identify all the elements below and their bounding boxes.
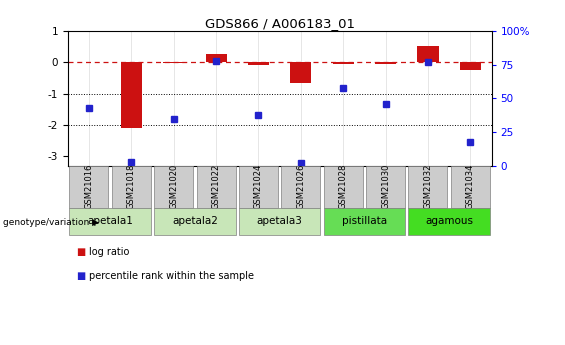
Text: pistillata: pistillata [342,216,387,226]
Bar [112,166,151,208]
Bar [248,62,269,65]
Bar [408,166,447,208]
Bar [375,62,396,63]
Text: GSM21026: GSM21026 [297,164,305,209]
Bar [366,166,405,208]
Text: percentile rank within the sample: percentile rank within the sample [89,271,254,281]
Bar [206,53,227,62]
Bar [69,166,108,208]
Text: GSM21016: GSM21016 [85,164,93,209]
Text: GSM21030: GSM21030 [381,164,390,209]
Text: GSM21020: GSM21020 [170,164,178,209]
Bar [239,208,320,235]
Text: GSM21022: GSM21022 [212,164,220,209]
Bar [460,62,481,70]
Text: GSM21034: GSM21034 [466,164,475,209]
Text: GSM21032: GSM21032 [424,164,432,209]
Bar [69,208,151,235]
Text: GSM21028: GSM21028 [339,164,347,209]
Bar [324,166,363,208]
Bar [408,208,490,235]
Text: GSM21018: GSM21018 [127,164,136,209]
Bar [451,166,490,208]
Text: genotype/variation ▶: genotype/variation ▶ [3,218,99,227]
Bar [163,62,184,63]
Bar [324,208,405,235]
Bar [290,62,311,83]
Bar [154,208,236,235]
Text: agamous: agamous [425,216,473,226]
Text: GSM21024: GSM21024 [254,164,263,209]
Text: ■: ■ [76,271,85,281]
Text: apetala2: apetala2 [172,216,218,226]
Bar [121,62,142,128]
Bar [333,62,354,63]
Text: ■: ■ [76,247,85,257]
Text: log ratio: log ratio [89,247,129,257]
Bar [239,166,278,208]
Bar [154,166,193,208]
Title: GDS866 / A006183_01: GDS866 / A006183_01 [205,17,355,30]
Text: apetala3: apetala3 [257,216,303,226]
Bar [418,46,438,62]
Bar [281,166,320,208]
Bar [197,166,236,208]
Text: apetala1: apetala1 [87,216,133,226]
